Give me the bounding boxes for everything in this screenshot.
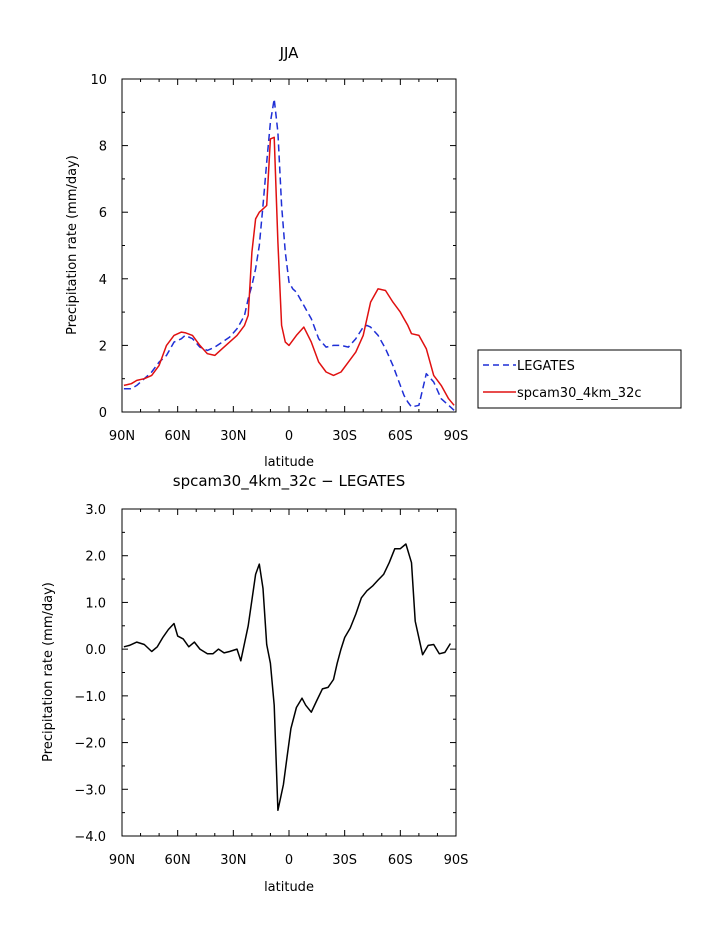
tick-marks <box>121 508 457 837</box>
x-tick-label: 0 <box>285 429 293 444</box>
y-tick-label: 2 <box>99 339 107 354</box>
x-tick-label: 0 <box>285 853 293 868</box>
y-tick-label: 4 <box>99 273 107 288</box>
chart-difference: spcam30_4km_32c − LEGATES 90N 60N 30N 0 30S 6… <box>41 472 468 895</box>
y-axis-label: Precipitation rate (mm/day) <box>41 582 56 762</box>
y-tick-label: 2.0 <box>85 550 106 565</box>
x-tick-label: 60N <box>165 853 191 868</box>
chart-title: JJA <box>279 44 300 62</box>
y-tick-labels: −4.0 −3.0 −2.0 −1.0 0.0 1.0 2.0 3.0 <box>74 503 106 845</box>
legend-label-spcam: spcam30_4km_32c <box>517 386 642 401</box>
x-tick-label: 90N <box>109 853 135 868</box>
x-tick-labels: 90N 60N 30N 0 30S 60S 90S <box>109 853 469 868</box>
chart-title: spcam30_4km_32c − LEGATES <box>173 472 405 491</box>
y-tick-label: 3.0 <box>85 503 106 518</box>
x-tick-label: 30S <box>332 853 357 868</box>
y-axis-label: Precipitation rate (mm/day) <box>65 155 80 335</box>
plot-frame <box>121 78 457 413</box>
y-tick-label: 1.0 <box>85 596 106 611</box>
y-tick-label: −1.0 <box>74 690 106 705</box>
series-line-difference <box>123 543 452 812</box>
x-axis-label: latitude <box>264 880 314 895</box>
x-tick-label: 60S <box>388 853 413 868</box>
y-tick-label: −2.0 <box>74 737 106 752</box>
series-lines <box>123 543 452 812</box>
y-tick-label: 0 <box>99 406 107 421</box>
y-tick-label: 8 <box>99 140 107 155</box>
y-tick-labels: 0 2 4 6 8 10 <box>90 73 107 421</box>
x-tick-label: 90N <box>109 429 135 444</box>
y-tick-label: 0.0 <box>85 643 106 658</box>
y-tick-label: 10 <box>90 73 107 88</box>
legend-label-legates: LEGATES <box>517 359 575 374</box>
x-tick-labels: 90N 60N 30N 0 30S 60S 90S <box>109 429 469 444</box>
series-line-legates <box>123 98 455 411</box>
chart-jja: JJA 90N 60N 30N 0 30S 60S 90S 0 2 4 6 8 10 latitude… <box>65 44 468 470</box>
x-tick-label: 30N <box>220 429 246 444</box>
series-line-spcam30-4km-32c <box>123 136 455 406</box>
x-tick-label: 90S <box>444 429 469 444</box>
tick-marks <box>121 78 457 413</box>
x-axis-label: latitude <box>264 455 314 470</box>
x-tick-label: 60S <box>388 429 413 444</box>
y-tick-label: 6 <box>99 206 107 221</box>
x-tick-label: 30N <box>220 853 246 868</box>
legend: LEGATES spcam30_4km_32c <box>477 349 682 409</box>
legend-box <box>477 349 682 409</box>
x-tick-label: 60N <box>165 429 191 444</box>
y-tick-label: −4.0 <box>74 830 106 845</box>
x-tick-label: 90S <box>444 853 469 868</box>
x-tick-label: 30S <box>332 429 357 444</box>
series-lines <box>123 98 455 411</box>
plot-frame <box>121 508 457 837</box>
y-tick-label: −3.0 <box>74 783 106 798</box>
